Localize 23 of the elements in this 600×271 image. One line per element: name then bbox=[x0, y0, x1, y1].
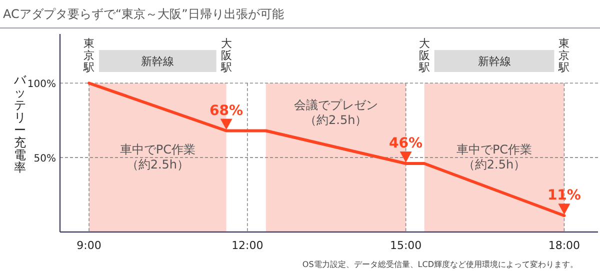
annotation: 新幹線 bbox=[99, 50, 216, 72]
annotation: 新幹線 bbox=[478, 55, 511, 68]
chart-title: ACアダプタ要らずで“東京～大阪”日帰り出張が可能 bbox=[3, 7, 284, 21]
annotation: 新幹線 bbox=[434, 50, 554, 72]
x-tick-label: 12:00 bbox=[232, 239, 264, 252]
text: OS電力設定、データ総受信量、LCD輝度など使用環境によって変わります。 bbox=[302, 260, 578, 269]
y-axis-title: バッテリー充電率 bbox=[13, 73, 27, 174]
annotation: 東京駅 bbox=[558, 37, 570, 74]
band-label: 車中でPC作業（約2.5h） bbox=[120, 142, 196, 172]
y-tick-label: 100% bbox=[27, 79, 56, 90]
data-label: 68% bbox=[210, 102, 244, 119]
data-label: 11% bbox=[547, 188, 581, 204]
annotation: 大阪駅 bbox=[418, 37, 430, 74]
band-label: 車中でPC作業（約2.5h） bbox=[456, 142, 532, 172]
x-tick-label: 15:00 bbox=[390, 239, 422, 252]
annotation: 大阪駅 bbox=[220, 37, 232, 74]
annotation: 東京駅 bbox=[82, 37, 95, 74]
y-tick-label: 50% bbox=[34, 154, 56, 165]
x-tick-label: 18:00 bbox=[548, 239, 580, 252]
x-tick-label: 9:00 bbox=[76, 239, 102, 252]
annotation: 新幹線 bbox=[141, 55, 174, 68]
data-label: 46% bbox=[389, 136, 423, 152]
band-label: 会議でプレゼン（約2.5h） bbox=[294, 98, 378, 127]
